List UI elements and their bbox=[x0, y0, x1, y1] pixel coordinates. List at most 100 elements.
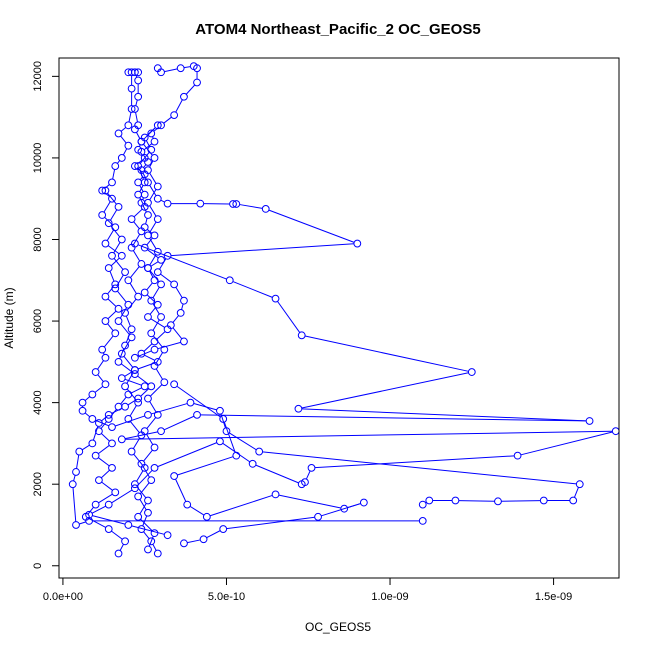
data-point bbox=[569, 496, 578, 505]
data-point bbox=[104, 415, 113, 423]
series-segment bbox=[120, 135, 127, 144]
series-segment bbox=[149, 205, 157, 217]
series-segment bbox=[149, 185, 157, 197]
data-point bbox=[157, 280, 165, 289]
series-segment bbox=[130, 421, 140, 433]
series-segment bbox=[120, 323, 130, 336]
series-segment bbox=[143, 164, 147, 168]
x-axis-label: OC_GEOS5 bbox=[305, 620, 371, 634]
data-point bbox=[108, 463, 116, 472]
series-segment bbox=[176, 385, 221, 418]
series-segment bbox=[157, 442, 217, 468]
series-segment bbox=[132, 437, 141, 449]
data-point bbox=[147, 296, 156, 305]
data-point bbox=[98, 186, 107, 195]
data-point bbox=[229, 200, 237, 208]
data-point bbox=[222, 427, 231, 436]
data-point bbox=[111, 329, 120, 338]
series-segment bbox=[127, 399, 136, 406]
data-point bbox=[98, 345, 107, 354]
data-point bbox=[140, 243, 149, 252]
y-axis: 0 2000 4000 6000 8000 10000 12000 bbox=[32, 61, 60, 569]
series-segment bbox=[125, 315, 131, 327]
series-segment bbox=[147, 249, 159, 259]
series-segment bbox=[150, 384, 163, 397]
series-6 bbox=[68, 121, 427, 558]
series-segment bbox=[170, 243, 354, 257]
series-segment bbox=[136, 470, 144, 482]
series-segment bbox=[160, 273, 172, 283]
data-point bbox=[104, 525, 113, 533]
series-segment bbox=[135, 112, 138, 123]
data-point bbox=[72, 521, 80, 529]
data-point bbox=[144, 198, 152, 207]
series-segment bbox=[109, 271, 115, 282]
data-point bbox=[199, 535, 208, 544]
data-point bbox=[91, 500, 100, 509]
series-segment bbox=[100, 421, 107, 429]
series-segment bbox=[146, 237, 153, 246]
data-point bbox=[196, 199, 205, 208]
series-segment bbox=[103, 201, 111, 213]
data-point bbox=[134, 178, 143, 187]
data-point bbox=[114, 357, 123, 366]
data-point bbox=[170, 111, 179, 119]
data-point bbox=[147, 129, 156, 138]
series-segment bbox=[133, 208, 143, 218]
data-point bbox=[144, 178, 152, 187]
series-segment bbox=[142, 466, 150, 478]
series-segment bbox=[143, 531, 150, 539]
series-segment bbox=[140, 388, 150, 397]
series-segment bbox=[458, 500, 495, 502]
series-segment bbox=[97, 374, 104, 382]
series-segment bbox=[139, 482, 150, 495]
series-segment bbox=[304, 335, 469, 372]
data-point bbox=[124, 121, 133, 130]
data-point bbox=[425, 496, 434, 505]
series-segment bbox=[91, 505, 106, 514]
data-point bbox=[114, 549, 123, 558]
series-segment bbox=[84, 412, 91, 418]
data-point bbox=[117, 235, 126, 244]
series-segment bbox=[116, 290, 127, 303]
data-point bbox=[294, 404, 303, 413]
series-segment bbox=[137, 350, 152, 357]
data-point bbox=[78, 406, 87, 415]
series-segment bbox=[255, 464, 299, 484]
data-point bbox=[85, 517, 93, 525]
series-segment bbox=[104, 192, 110, 197]
series-segment bbox=[126, 388, 137, 401]
series-segment bbox=[138, 169, 144, 180]
y-tick-label: 2000 bbox=[32, 472, 44, 496]
series-segment bbox=[101, 481, 113, 491]
data-point bbox=[78, 398, 87, 407]
data-point bbox=[180, 92, 188, 101]
data-point bbox=[134, 190, 143, 199]
data-point bbox=[134, 68, 143, 77]
series-segment bbox=[172, 327, 183, 340]
series-segment bbox=[150, 261, 159, 267]
series-segment bbox=[232, 281, 273, 298]
data-point bbox=[101, 317, 110, 325]
data-point bbox=[121, 382, 129, 391]
y-tick-label: 4000 bbox=[32, 390, 44, 414]
data-point bbox=[144, 166, 152, 175]
series-segment bbox=[104, 216, 114, 226]
data-point bbox=[98, 211, 107, 219]
series-segment bbox=[200, 414, 587, 422]
series-segment bbox=[79, 521, 86, 525]
data-point bbox=[134, 162, 143, 170]
series-segment bbox=[115, 415, 145, 427]
series-segment bbox=[107, 323, 114, 331]
data-point bbox=[248, 459, 257, 468]
data-point bbox=[216, 437, 224, 446]
data-point bbox=[611, 427, 620, 436]
data-point bbox=[219, 525, 228, 533]
data-point bbox=[130, 68, 139, 77]
series-segment bbox=[84, 396, 91, 401]
series-segment bbox=[142, 515, 148, 527]
series-segment bbox=[112, 169, 116, 180]
data-point bbox=[124, 390, 133, 399]
data-point bbox=[150, 154, 159, 162]
series-segment bbox=[92, 426, 99, 441]
